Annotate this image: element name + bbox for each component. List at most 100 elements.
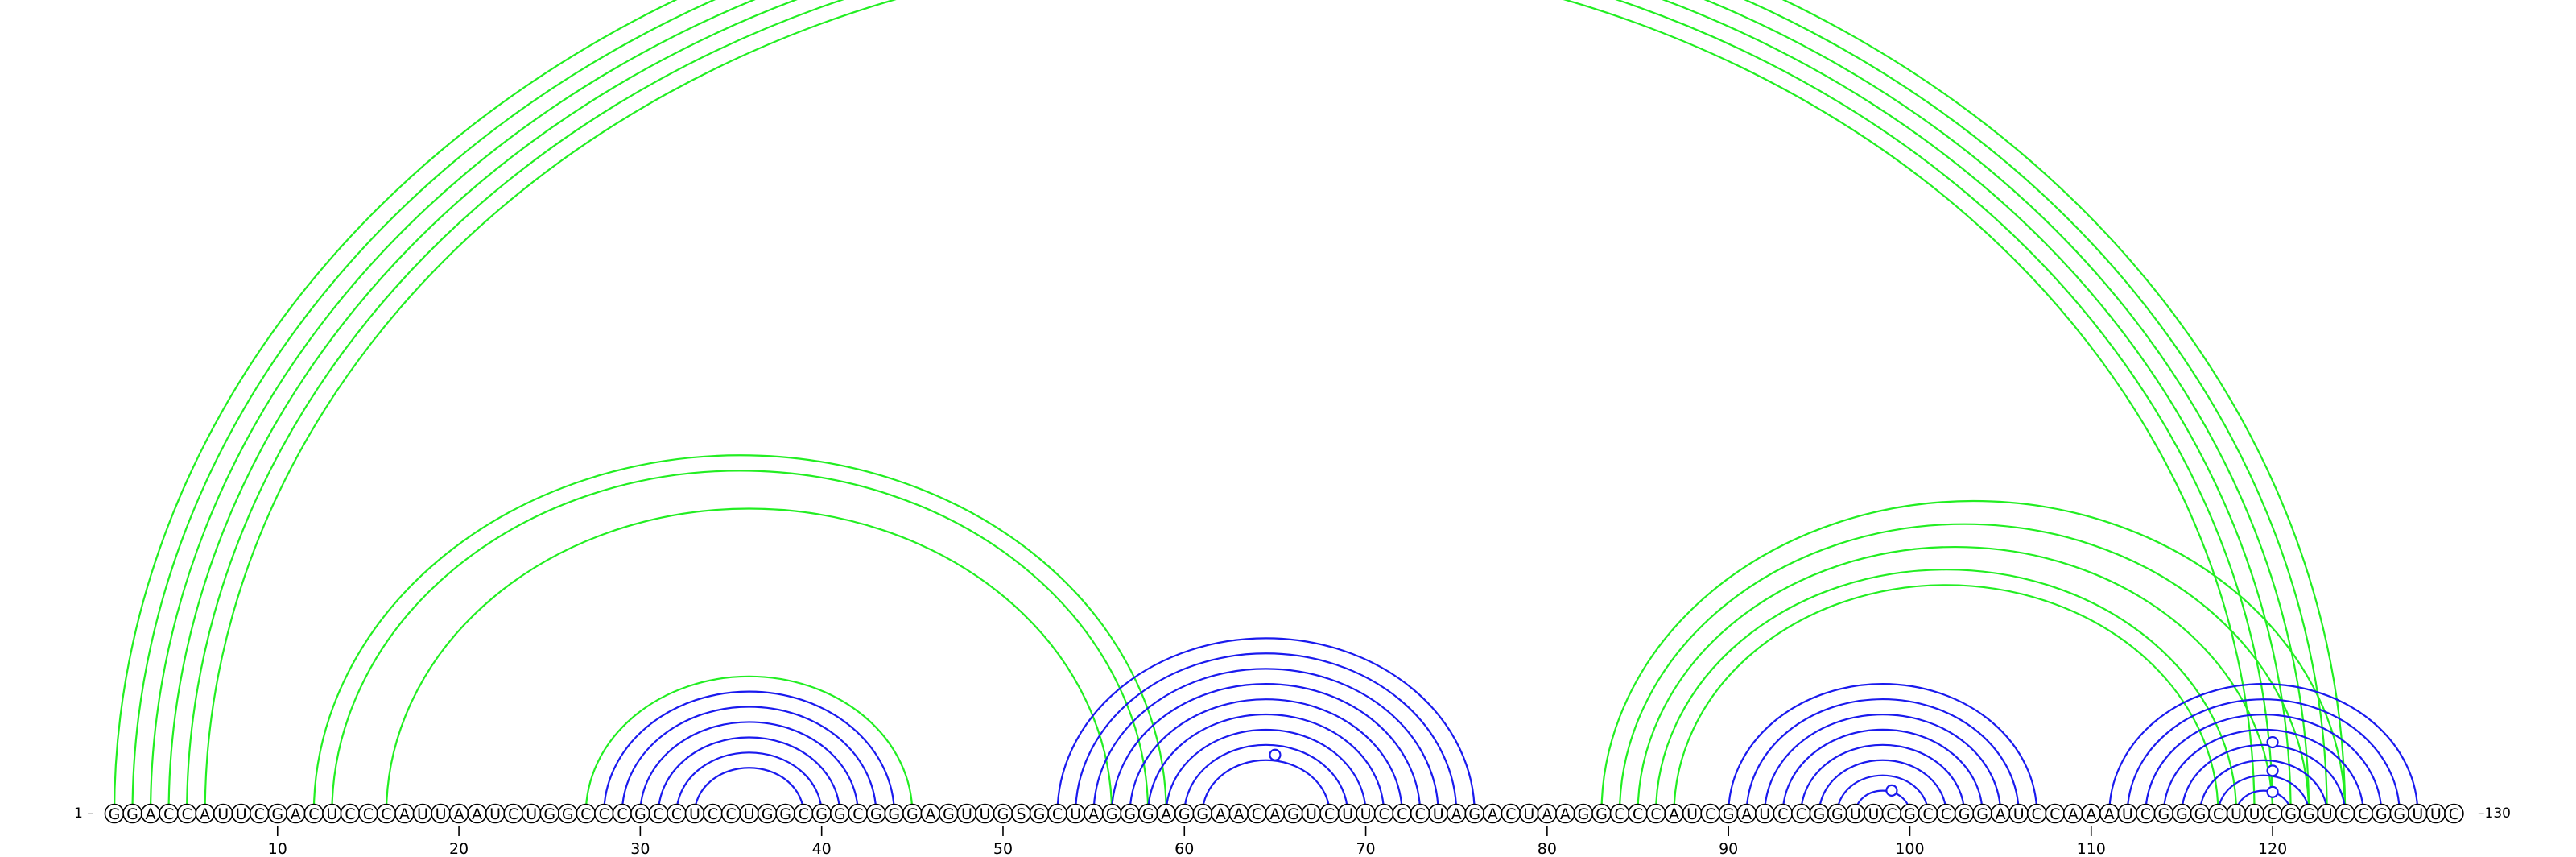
nucleotide-letter: G	[834, 805, 846, 823]
blue-base-pair-arc	[1183, 743, 1349, 814]
nucleotide-letter: C	[653, 805, 663, 823]
green-base-pair-arc	[1654, 569, 2238, 814]
nucleotide: U	[1337, 803, 1358, 824]
nucleotide-letter: U	[326, 805, 337, 823]
nucleotide-letter: G	[2158, 805, 2170, 823]
nucleotide: A	[1555, 803, 1575, 824]
nucleotide-letter: U	[1850, 805, 1861, 823]
nucleotide: C	[1319, 803, 1340, 824]
blue-base-pair-arc	[2162, 728, 2364, 814]
ruler-tick-label: 100	[1895, 840, 1924, 857]
nucleotide: A	[1211, 803, 1231, 824]
noncanonical-pair-marker	[1885, 784, 1898, 797]
nucleotide-letter: G	[634, 805, 646, 823]
nucleotide-letter: U	[1868, 805, 1879, 823]
nucleotide-letter: U	[1342, 805, 1353, 823]
nucleotide: U	[956, 803, 977, 824]
nucleotide-letter: C	[181, 805, 192, 823]
green-base-pair-arc	[312, 454, 1167, 814]
nucleotide-letter: U	[417, 805, 428, 823]
nucleotide-letter: U	[1686, 805, 1698, 823]
nucleotide: S	[1011, 803, 1031, 824]
nucleotide: C	[159, 803, 179, 824]
nucleotide-letter: C	[1922, 805, 1933, 823]
nucleotide-letter: G	[1468, 805, 1480, 823]
nucleotide: U	[485, 803, 506, 824]
nucleotide-letter: G	[762, 805, 774, 823]
nucleotide: G	[1101, 803, 1122, 824]
nucleotide: U	[1864, 803, 1884, 824]
nucleotide: U	[2117, 803, 2138, 824]
nucleotide: G	[939, 803, 959, 824]
nucleotide: A	[920, 803, 941, 824]
nucleotide: U	[1301, 803, 1322, 824]
nucleotide: A	[285, 803, 306, 824]
nucleotide-letter: A	[1996, 805, 2006, 823]
blue-base-pair-arc	[1129, 698, 1403, 814]
blue-base-pair-arc	[603, 690, 895, 814]
nucleotide-letter: C	[345, 805, 355, 823]
nucleotide-letter: U	[744, 805, 755, 823]
blue-base-pair-arc	[639, 721, 859, 814]
nucleotide-letter: A	[2104, 805, 2115, 823]
nucleotide-letter: U	[2013, 805, 2025, 823]
nucleotide: A	[1990, 803, 2011, 824]
nucleotide-letter: C	[1052, 805, 1063, 823]
nucleotide: C	[1773, 803, 1794, 824]
nucleotide: G	[2298, 803, 2319, 824]
nucleotide: C	[720, 803, 741, 824]
nucleotide-letter: C	[2213, 805, 2223, 823]
nucleotide-letter: A	[454, 805, 464, 823]
nucleotide: U	[1519, 803, 1539, 824]
nucleotide: U	[739, 803, 759, 824]
ruler-tick-label: 70	[1356, 840, 1375, 857]
nucleotide: C	[1047, 803, 1067, 824]
nucleotide-letter: C	[2050, 805, 2060, 823]
nucleotide: U	[231, 803, 252, 824]
nucleotide-letter: C	[254, 805, 265, 823]
nucleotide: U	[2244, 803, 2264, 824]
blue-base-pair-arc	[1201, 759, 1331, 814]
nucleotide-letter: G	[1196, 805, 1208, 823]
nucleotide-letter: A	[1088, 805, 1099, 823]
nucleotide: C	[1247, 803, 1267, 824]
nucleotide: C	[1790, 803, 1811, 824]
nucleotide-letter: C	[2449, 805, 2459, 823]
nucleotide-letter: G	[888, 805, 900, 823]
nucleotide: A	[1664, 803, 1684, 824]
nucleotide: C	[612, 803, 633, 824]
nucleotide-letter: A	[146, 805, 156, 823]
nucleotide: C	[1918, 803, 1938, 824]
noncanonical-pair-marker	[2266, 785, 2279, 798]
nucleotide-letter: U	[1360, 805, 1372, 823]
nucleotide: G	[122, 803, 142, 824]
nucleotide: C	[703, 803, 723, 824]
nucleotide-letter: C	[363, 805, 374, 823]
nucleotide-letter: C	[2140, 805, 2151, 823]
green-base-pair-arc	[1673, 584, 2219, 814]
nucleotide-letter: A	[2086, 805, 2096, 823]
nucleotide: G	[1283, 803, 1303, 824]
nucleotide: G	[993, 803, 1013, 824]
nucleotide-letter: C	[2340, 805, 2351, 823]
nucleotide-letter: A	[1542, 805, 1552, 823]
nucleotide-letter: G	[779, 805, 791, 823]
nucleotide: C	[176, 803, 197, 824]
nucleotide-letter: G	[906, 805, 919, 823]
nucleotide: G	[811, 803, 832, 824]
nucleotide-letter: C	[725, 805, 736, 823]
nucleotide-letter: C	[671, 805, 682, 823]
nucleotide: G	[1464, 803, 1485, 824]
nucleotide-letter: G	[1904, 805, 1916, 823]
nucleotide: C	[1501, 803, 1521, 824]
nucleotide-letter: G	[1596, 805, 1608, 823]
blue-base-pair-arc	[2145, 713, 2383, 814]
blue-base-pair-arc	[1111, 683, 1422, 814]
ruler-tick-label: 30	[630, 840, 650, 857]
nucleotide: C	[1373, 803, 1394, 824]
green-base-pair-arc	[204, 0, 2256, 814]
nucleotide: U	[684, 803, 705, 824]
nucleotide-letter: C	[1705, 805, 1715, 823]
nucleotide: C	[1628, 803, 1648, 824]
